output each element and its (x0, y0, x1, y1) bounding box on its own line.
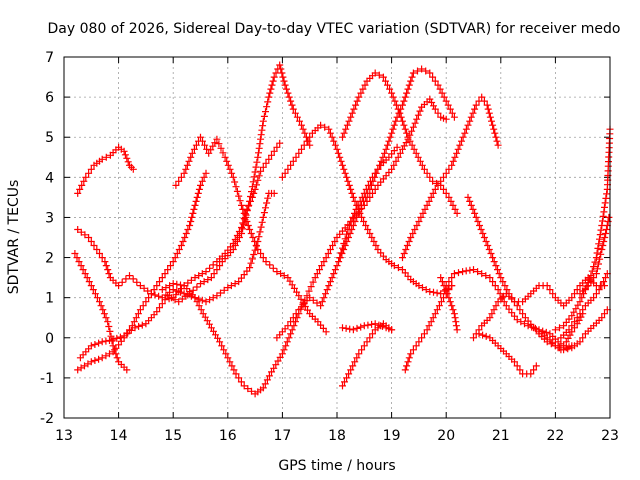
series-trace-n (339, 320, 396, 334)
series-markers (158, 189, 278, 306)
series-markers (551, 125, 614, 334)
series-markers (74, 169, 210, 374)
series-trace-t (470, 274, 608, 342)
series-trace-b (74, 95, 450, 398)
series-trace-u (475, 330, 540, 378)
series-markers (74, 143, 137, 197)
series-markers (172, 133, 330, 336)
series-markers (475, 330, 540, 378)
series-trace-r (442, 266, 576, 352)
x-tick-label: 23 (601, 428, 619, 444)
y-tick-label: 0 (45, 331, 54, 347)
series-trace-q (437, 274, 461, 334)
series-trace-c (71, 250, 131, 374)
y-tick-label: 5 (45, 130, 54, 146)
series-trace-p (399, 93, 502, 262)
series-trace-w (551, 125, 614, 334)
x-tick-label: 18 (328, 428, 346, 444)
series-markers (336, 143, 401, 262)
series-markers (576, 213, 613, 298)
series-trace-l (336, 143, 401, 262)
x-tick-label: 17 (273, 428, 291, 444)
y-tick-label: -1 (40, 371, 54, 387)
series-trace-y (576, 213, 613, 298)
y-tick-label: 3 (45, 210, 54, 226)
x-tick-label: 14 (110, 428, 128, 444)
plot-frame (63, 56, 611, 419)
series-trace-d (74, 169, 210, 374)
x-tick-label: 15 (164, 428, 182, 444)
series-trace-h (158, 189, 278, 306)
series-trace-v (535, 306, 611, 354)
series-markers (339, 320, 396, 334)
series-markers (71, 250, 131, 374)
series-markers (74, 95, 450, 398)
series-markers (164, 61, 314, 306)
x-tick-label: 21 (492, 428, 510, 444)
series-markers (470, 274, 608, 342)
series-trace-f (172, 133, 330, 336)
series-trace-j (278, 121, 456, 298)
y-tick-label: -2 (40, 411, 54, 427)
y-tick-label: 7 (45, 50, 54, 66)
chart-title: Day 080 of 2026, Sidereal Day-to-day VTE… (48, 21, 621, 37)
x-axis-label: GPS time / hours (278, 458, 395, 474)
y-tick-label: 1 (45, 291, 54, 307)
series-trace-a (74, 143, 137, 197)
y-tick-label: 4 (45, 170, 54, 186)
series-trace-x (557, 270, 611, 342)
x-tick-label: 16 (219, 428, 237, 444)
series-markers (442, 266, 576, 352)
x-tick-label: 22 (546, 428, 564, 444)
series-markers (278, 121, 456, 298)
grid-layer (64, 57, 610, 418)
y-axis-label: SDTVAR / TECUs (6, 180, 22, 295)
x-tick-label: 13 (55, 428, 73, 444)
y-tick-label: 6 (45, 90, 54, 106)
series-layer (71, 61, 614, 398)
x-tick-label: 20 (437, 428, 455, 444)
x-tick-label: 19 (383, 428, 401, 444)
y-tick-label: 2 (45, 251, 54, 267)
series-markers (535, 306, 611, 354)
series-trace-g (164, 61, 314, 306)
series-trace-k (339, 69, 461, 217)
series-markers (557, 270, 611, 342)
series-markers (399, 93, 502, 262)
series-markers (339, 69, 461, 217)
series-markers (437, 274, 461, 334)
